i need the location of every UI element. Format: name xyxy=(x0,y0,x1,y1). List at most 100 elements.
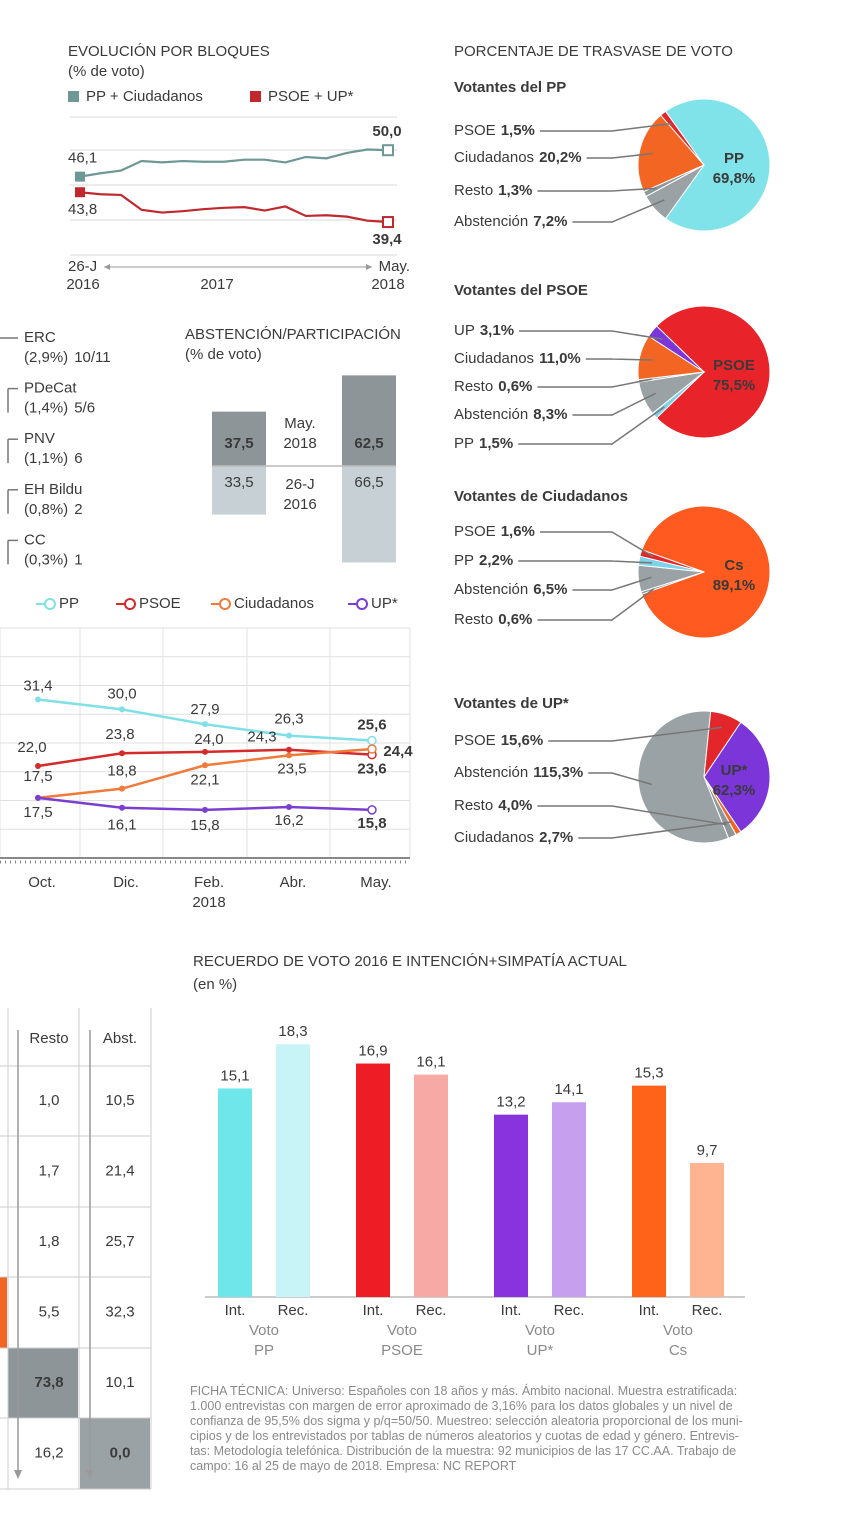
pie-slice xyxy=(641,505,771,639)
pie-slice xyxy=(703,721,771,833)
party-seats: 10/11 xyxy=(74,349,110,366)
cell-highlight xyxy=(80,1418,150,1489)
point-marker xyxy=(202,806,208,813)
point-marker xyxy=(119,785,125,792)
party-share: (1,4%) xyxy=(24,400,68,417)
slice-value: 115,3% xyxy=(533,764,583,781)
data-label: 18,3 xyxy=(278,1023,307,1040)
slice-value: 1,5% xyxy=(501,122,535,139)
table-cell: 5,5 xyxy=(39,1303,60,1320)
slice-value: 0,6% xyxy=(498,378,532,395)
table-cell: 21,4 xyxy=(105,1162,134,1179)
slice-value: 8,3% xyxy=(533,406,567,423)
chart-title: ABSTENCIÓN/PARTICIPACIÓN xyxy=(185,326,401,343)
data-label: 43,8 xyxy=(68,201,97,218)
point-marker xyxy=(286,746,292,753)
x-tick-label: Dic. xyxy=(113,874,139,891)
x-tick-label: Abr. xyxy=(280,874,307,891)
x-tick-label: Voto UP* xyxy=(524,1322,556,1359)
legend-label: Ciudadanos xyxy=(234,595,314,612)
point-marker xyxy=(367,805,377,815)
leader-line xyxy=(518,406,665,446)
party-seats: 5/6 xyxy=(74,400,95,417)
x-tick-label: Oct. xyxy=(28,874,56,891)
series-year: 2016 xyxy=(283,496,316,513)
data-label: 30,0 xyxy=(107,685,136,702)
legend-label: PSOE + UP* xyxy=(268,88,354,105)
data-label: 33,5 xyxy=(224,474,253,491)
leader-line xyxy=(548,726,723,742)
pie-title: Votantes de Ciudadanos xyxy=(454,488,628,505)
pie-main-name: PP xyxy=(724,150,744,167)
point-marker xyxy=(119,804,125,811)
slice-name: Resto xyxy=(454,797,493,814)
pie-slice xyxy=(637,114,705,193)
pie-main-name: Cs xyxy=(724,557,743,574)
slice-value: 0,6% xyxy=(498,611,532,628)
leader-line xyxy=(537,187,657,192)
year-label: 2017 xyxy=(200,276,233,293)
party-seats: 2 xyxy=(74,501,82,518)
data-label: 15,8 xyxy=(190,817,219,834)
point-marker xyxy=(119,706,125,713)
data-label: 46,1 xyxy=(68,150,97,167)
x-tick-label: May. xyxy=(379,258,410,275)
series-name: Rec. xyxy=(692,1302,723,1319)
bar xyxy=(690,1163,724,1297)
chart-subtitle: (en %) xyxy=(193,976,237,993)
point-marker xyxy=(367,735,377,746)
series-name: Rec. xyxy=(416,1302,447,1319)
x-tick-label: Voto Cs xyxy=(662,1322,694,1359)
pie-slice xyxy=(655,305,771,439)
leader-line xyxy=(519,330,663,340)
chart-title: RECUERDO DE VOTO 2016 E INTENCIÓN+SIMPAT… xyxy=(193,953,627,970)
bar xyxy=(494,1114,528,1297)
slice-value: 1,6% xyxy=(501,523,535,540)
arrow-head xyxy=(86,1470,94,1479)
column-header: Abst. xyxy=(103,1030,137,1047)
leader-line xyxy=(572,199,665,224)
legend-swatch xyxy=(250,91,261,102)
data-label: 23,6 xyxy=(357,761,386,778)
data-label: 37,5 xyxy=(224,435,253,452)
x-tick-label: Voto PP xyxy=(248,1322,280,1359)
x-tick-label: May. xyxy=(360,874,391,891)
pie-title: Votantes del PP xyxy=(454,79,566,96)
series-name: May. xyxy=(284,415,315,432)
slice-name: Resto xyxy=(454,378,493,395)
slice-value: 2,2% xyxy=(479,552,513,569)
slice-value: 7,2% xyxy=(533,213,567,230)
point-marker xyxy=(35,696,41,703)
slice-name: Ciudadanos xyxy=(454,149,534,166)
data-label: 22,1 xyxy=(190,771,219,788)
party-share: (1,1%) xyxy=(24,450,68,467)
point-marker xyxy=(202,721,208,728)
point-marker xyxy=(202,762,208,769)
x-tick-label: Feb. xyxy=(194,874,224,891)
series-line xyxy=(79,148,389,178)
arrow-head xyxy=(14,1470,22,1479)
bar xyxy=(356,1063,390,1297)
point-marker xyxy=(382,216,394,229)
data-label: 17,5 xyxy=(23,768,52,785)
point-marker xyxy=(382,144,394,157)
table-cell: 0,0 xyxy=(110,1444,131,1461)
series-name: Int. xyxy=(363,1302,384,1319)
series-name: 26-J xyxy=(285,476,314,493)
series-name: Int. xyxy=(225,1302,246,1319)
slice-name: Abstención xyxy=(454,213,528,230)
series-name: Rec. xyxy=(554,1302,585,1319)
pie-main-value: 75,5% xyxy=(713,377,756,394)
table-cell: 16,2 xyxy=(34,1444,63,1461)
data-label: 23,8 xyxy=(105,726,134,743)
table-cell: 73,8 xyxy=(34,1374,63,1391)
party-share: (0,8%) xyxy=(24,501,68,518)
bar xyxy=(218,1088,252,1297)
data-label: 22,0 xyxy=(17,739,46,756)
bar xyxy=(632,1085,666,1297)
column-header: Resto xyxy=(29,1030,68,1047)
data-label: 62,5 xyxy=(354,435,383,452)
legend-marker xyxy=(44,598,56,610)
legend-marker xyxy=(124,598,136,610)
chart-title: PORCENTAJE DE TRASVASE DE VOTO xyxy=(454,43,733,60)
